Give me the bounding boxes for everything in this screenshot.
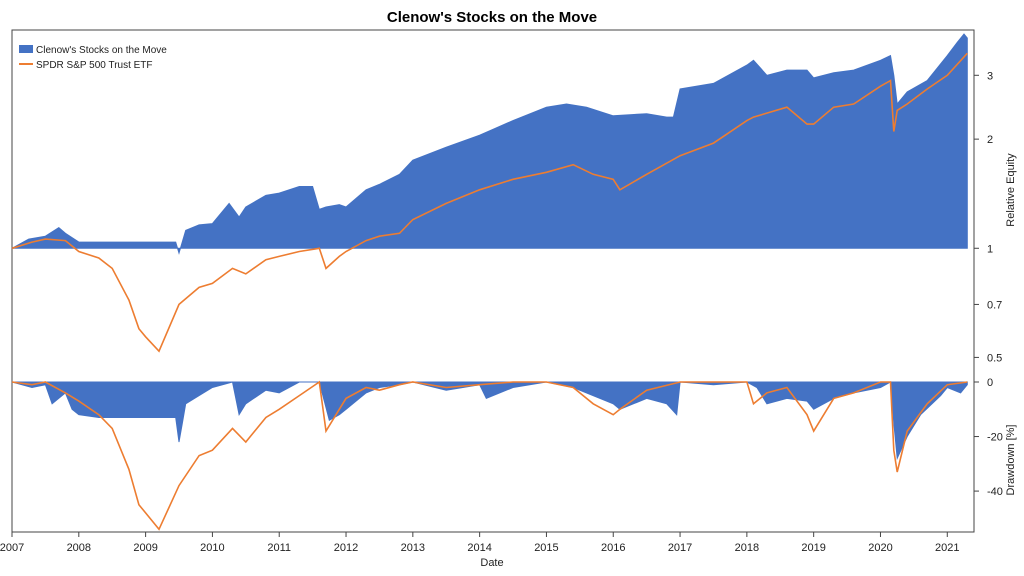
y-tick-label-drawdown: 0 [987,377,993,389]
x-tick-label: 2015 [534,542,558,554]
x-tick-label: 2012 [334,542,358,554]
legend-swatch-strategy [19,45,33,53]
x-axis-label: Date [480,557,503,569]
equity-panel [11,33,968,353]
drawdown-panel [11,380,968,531]
x-tick-label: 2021 [935,542,959,554]
x-tick-label: 2010 [200,542,224,554]
y-axis-drawdown: 0 -20 -40 [974,377,1003,498]
series-strategy-equity-area [11,33,968,255]
y-axis-equity: 0.5 0.7 1 2 3 [974,70,1002,364]
plot-frame [11,29,975,533]
x-tick-label: 2016 [601,542,625,554]
x-tick-label: 2011 [267,542,291,554]
x-tick-label: 2013 [401,542,425,554]
legend-label-benchmark: SPDR S&P 500 Trust ETF [36,60,153,71]
series-benchmark-equity-line [11,52,968,353]
legend: Clenow's Stocks on the Move SPDR S&P 500… [19,45,167,71]
series-strategy-drawdown-area [11,381,968,461]
x-tick-label: 2020 [868,542,892,554]
y-tick-label-equity: 1 [987,243,993,255]
x-tick-label: 2017 [668,542,692,554]
y-tick-label-equity: 2 [987,134,993,146]
y-tick-label-equity: 0.7 [987,299,1002,311]
y-tick-label-equity: 3 [987,70,993,82]
y-tick-label-equity: 0.5 [987,352,1002,364]
legend-label-strategy: Clenow's Stocks on the Move [36,45,167,56]
series-benchmark-drawdown-line [11,380,968,531]
x-tick-label: 2007 [0,542,24,554]
x-axis: 2007 2008 2009 2010 2011 2012 2013 2014 2015 2016… [0,532,960,554]
x-tick-label: 2018 [735,542,759,554]
x-tick-label: 2009 [133,542,157,554]
y-axis-label-drawdown: Drawdown [%] [1005,425,1017,496]
y-tick-label-drawdown: -20 [987,432,1003,444]
x-tick-label: 2008 [67,542,91,554]
x-tick-label: 2014 [467,542,491,554]
chart-title: Clenow's Stocks on the Move [387,9,597,26]
x-tick-label: 2019 [801,542,825,554]
y-axis-label-equity: Relative Equity [1005,153,1017,227]
y-tick-label-drawdown: -40 [987,486,1003,498]
